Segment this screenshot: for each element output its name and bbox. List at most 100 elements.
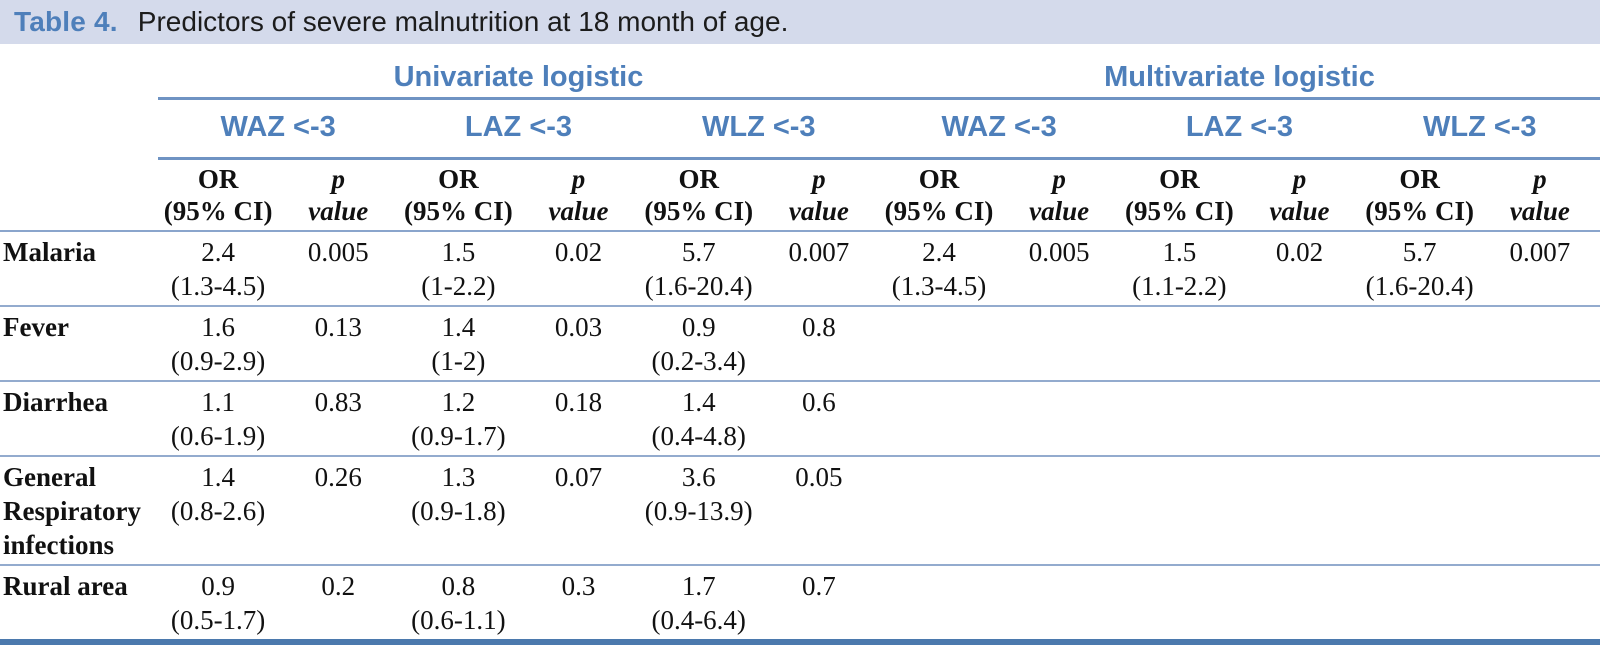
- or-value: 1.4: [201, 462, 235, 492]
- ci-value: (1.6-20.4): [644, 271, 753, 301]
- p-header-line1: p: [812, 164, 826, 194]
- or-ci-cell: [1119, 306, 1240, 382]
- or-ci-column-header: OR (95% CI): [158, 158, 279, 232]
- group-header-row: Univariate logistic Multivariate logisti…: [0, 44, 1600, 100]
- measure-header-row: OR (95% CI) p value OR (95% CI) p value …: [0, 158, 1600, 232]
- p-value-cell: 0.03: [518, 306, 639, 382]
- ci-value: (0.6-1.1): [411, 605, 506, 635]
- ci-value: (1.1-2.2): [1132, 271, 1227, 301]
- or-ci-cell: [1119, 456, 1240, 566]
- p-value-column-header: p value: [999, 158, 1120, 232]
- ci-value: (1.3-4.5): [891, 271, 987, 301]
- label-column-spacer: [0, 99, 158, 159]
- table-row: Rural area 0.9 (0.5-1.7) 0.2 0.8 (0.6-1.…: [0, 565, 1600, 645]
- ci-value: (0.8-2.6): [170, 496, 266, 526]
- p-value-cell: [1479, 381, 1600, 457]
- p-value-cell: [1479, 306, 1600, 382]
- or-ci-cell: [878, 565, 1000, 645]
- or-value: 1.2: [441, 387, 476, 417]
- or-header-line1: OR: [1159, 164, 1200, 194]
- subheader-wlz-univariate: WLZ <-3: [638, 98, 879, 160]
- p-value-cell: 0.02: [1239, 231, 1360, 307]
- p-header-line1: p: [331, 164, 345, 194]
- p-value-column-header: p value: [1479, 158, 1600, 232]
- or-ci-cell: [878, 306, 1000, 382]
- ci-value: (0.9-1.8): [411, 496, 506, 526]
- or-value: 2.4: [201, 237, 235, 267]
- or-ci-cell: [878, 381, 1000, 457]
- or-ci-cell: 1.1 (0.6-1.9): [158, 381, 279, 457]
- or-ci-cell: [1359, 565, 1480, 645]
- subheader-laz-univariate: LAZ <-3: [398, 98, 639, 160]
- p-header-line1: p: [571, 164, 586, 194]
- or-value: 1.3: [441, 462, 476, 492]
- p-value-cell: 0.13: [278, 306, 399, 382]
- table-row: Malaria 2.4 (1.3-4.5) 0.005 1.5 (1-2.2) …: [0, 231, 1600, 307]
- ci-value: (1.6-20.4): [1365, 271, 1474, 301]
- or-header-line2: (95% CI): [1365, 196, 1475, 226]
- p-header-line2: value: [1509, 196, 1570, 226]
- or-header-line1: OR: [197, 164, 239, 194]
- or-value: 1.4: [681, 387, 716, 417]
- row-label: General Respiratory infections: [0, 456, 158, 566]
- p-header-line1: p: [1533, 164, 1547, 194]
- table-caption: Predictors of severe malnutrition at 18 …: [137, 6, 789, 37]
- row-label: Malaria: [0, 231, 158, 307]
- p-value-column-header: p value: [518, 158, 639, 232]
- p-value-cell: 0.3: [518, 565, 639, 645]
- p-value-cell: 0.8: [758, 306, 879, 382]
- or-ci-cell: 2.4 (1.3-4.5): [158, 231, 279, 307]
- or-ci-cell: [1359, 306, 1480, 382]
- p-value-cell: [999, 381, 1120, 457]
- ci-value: (1-2): [431, 346, 486, 376]
- p-header-line1: p: [1052, 164, 1066, 194]
- p-header-line2: value: [308, 196, 369, 226]
- or-ci-cell: 3.6 (0.9-13.9): [638, 456, 759, 566]
- subheader-laz-multivariate: LAZ <-3: [1119, 98, 1360, 160]
- or-value: 5.7: [1402, 237, 1437, 267]
- ci-value: (0.5-1.7): [170, 605, 266, 635]
- or-header-line2: (95% CI): [1124, 196, 1234, 226]
- or-ci-cell: [1359, 456, 1480, 566]
- or-ci-cell: 1.3 (0.9-1.8): [398, 456, 519, 566]
- p-header-line2: value: [788, 196, 849, 226]
- or-value: 1.1: [201, 387, 235, 417]
- or-header-line2: (95% CI): [884, 196, 994, 226]
- or-ci-cell: 5.7 (1.6-20.4): [1359, 231, 1480, 307]
- or-value: 0.9: [201, 571, 235, 601]
- or-ci-cell: 2.4 (1.3-4.5): [878, 231, 1000, 307]
- or-ci-cell: 1.5 (1.1-2.2): [1119, 231, 1240, 307]
- ci-value: (0.9-2.9): [170, 346, 266, 376]
- group-header-multivariate: Multivariate logistic: [878, 44, 1600, 100]
- or-value: 1.6: [201, 312, 235, 342]
- or-ci-cell: [1119, 381, 1240, 457]
- or-ci-cell: 0.9 (0.5-1.7): [158, 565, 279, 645]
- or-ci-cell: 1.4 (0.8-2.6): [158, 456, 279, 566]
- ci-value: (0.9-13.9): [644, 496, 753, 526]
- or-ci-cell: [878, 456, 1000, 566]
- row-label: Rural area: [0, 565, 158, 645]
- p-value-cell: 0.83: [278, 381, 399, 457]
- row-label: Fever: [0, 306, 158, 382]
- or-header-line2: (95% CI): [163, 196, 273, 226]
- ci-value: (0.2-3.4): [651, 346, 746, 376]
- p-value-cell: 0.02: [518, 231, 639, 307]
- or-ci-cell: 1.6 (0.9-2.9): [158, 306, 279, 382]
- ci-value: (0.4-4.8): [651, 421, 746, 451]
- p-value-cell: 0.005: [278, 231, 399, 307]
- or-value: 1.5: [441, 237, 476, 267]
- p-value-cell: 0.05: [758, 456, 879, 566]
- p-value-cell: 0.2: [278, 565, 399, 645]
- or-ci-cell: 1.4 (1-2): [398, 306, 519, 382]
- p-value-cell: [999, 565, 1120, 645]
- p-value-cell: [1239, 381, 1360, 457]
- or-header-line2: (95% CI): [404, 196, 513, 226]
- or-ci-cell: [1119, 565, 1240, 645]
- p-value-column-header: p value: [1239, 158, 1360, 232]
- table-number: Table 4.: [14, 6, 118, 37]
- or-value: 1.5: [1162, 237, 1197, 267]
- p-header-line1: p: [1292, 164, 1307, 194]
- p-value-cell: 0.7: [758, 565, 879, 645]
- p-value-cell: [999, 456, 1120, 566]
